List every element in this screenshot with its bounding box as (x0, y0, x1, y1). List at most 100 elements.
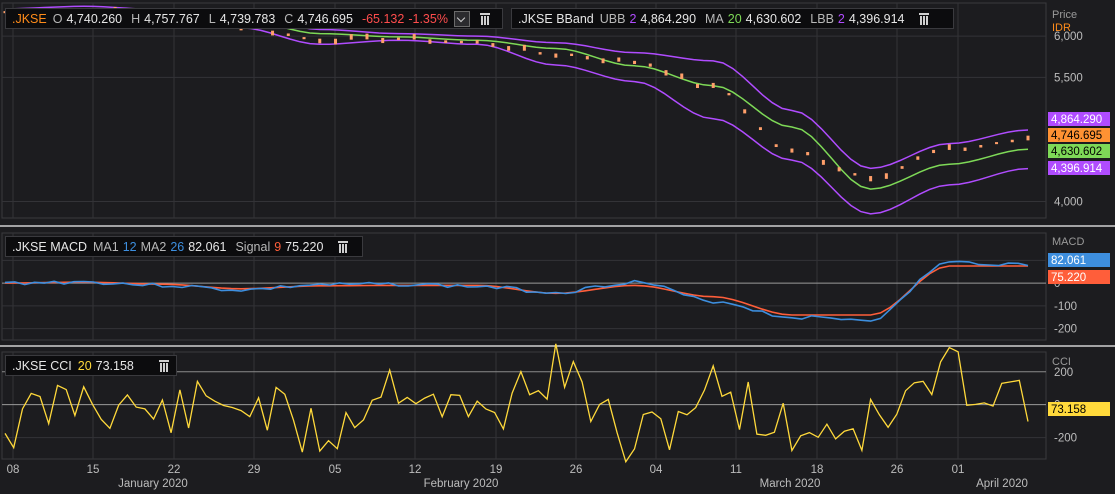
currency-label: IDR (1052, 22, 1071, 34)
close-key: C (284, 11, 294, 26)
cci-panel-frame (1, 351, 1047, 460)
ubb-tag: 4,864.290 (1051, 114, 1102, 126)
x-tick-label: 22 (168, 464, 181, 476)
signal-tag: 75.220 (1051, 272, 1086, 284)
x-tick-label: 04 (650, 464, 663, 476)
lbb-tag-bg (1048, 161, 1110, 175)
price-candle (507, 46, 511, 51)
high-key: H (131, 11, 141, 26)
series-line-ubb (4, 5, 1029, 170)
price-candle (790, 148, 794, 153)
price-candle (648, 63, 652, 67)
chevron-down-icon[interactable] (453, 10, 470, 27)
close-tag-bg (1048, 128, 1110, 142)
trash-icon[interactable] (336, 240, 350, 254)
series-line-signal (4, 265, 1028, 316)
signal-key: Signal (235, 239, 271, 254)
signal-param: 9 (274, 239, 282, 254)
open-value: 4,740.260 (66, 11, 123, 26)
series-line-macd (4, 260, 1029, 322)
low-value: 4,739.783 (219, 11, 276, 26)
high-value: 4,757.767 (144, 11, 200, 26)
y-tick-label: 0 (1054, 278, 1060, 290)
symbol-label[interactable]: .JKSE (12, 11, 47, 26)
cci-value: 73.158 (95, 358, 134, 373)
price-candle (916, 156, 920, 160)
cci-tag: 73.158 (1051, 404, 1086, 416)
price-candle (932, 149, 936, 154)
price-candle (884, 173, 888, 179)
ma1-param: 12 (122, 239, 137, 254)
price-candle (1010, 139, 1014, 143)
x-tick-label: 26 (570, 464, 583, 476)
open-key: O (52, 11, 63, 26)
cci-legend: .JKSE CCI 20 73.158 (5, 355, 177, 376)
series-line-cci (4, 343, 1029, 464)
close-tag: 4,746.695 (1051, 130, 1102, 142)
price-candle (286, 33, 290, 36)
macd-axis-title: MACD (1052, 236, 1085, 248)
price-candle (365, 33, 369, 40)
ubb-param: 2 (629, 11, 637, 26)
price-candle (727, 93, 731, 96)
y-tick-label: 6,000 (1054, 31, 1083, 43)
ma2-key: MA2 (140, 239, 167, 254)
price-candle (806, 152, 810, 156)
macd-label[interactable]: .JKSE MACD (12, 239, 88, 254)
price-candle (554, 53, 558, 58)
price-candle (585, 56, 589, 60)
price-candle (491, 43, 495, 47)
ma-param: 20 (727, 11, 742, 26)
ma1-key: MA1 (93, 239, 119, 254)
price-candle (396, 37, 400, 41)
ma-tag: 4,630.602 (1051, 146, 1102, 158)
bband-legend: .JKSE BBand UBB 2 4,864.290 MA 20 4,630.… (511, 8, 954, 29)
bband-label[interactable]: .JKSE BBand (518, 11, 594, 26)
y-tick-label: -200 (1054, 324, 1077, 336)
x-tick-label: 19 (490, 464, 503, 476)
price-candle (617, 57, 621, 62)
close-value: 4,746.695 (297, 11, 353, 26)
price-legend: .JKSE O 4,740.260 H 4,757.767 L 4,739.78… (5, 8, 503, 29)
price-candle (538, 52, 542, 55)
trash-icon[interactable] (478, 12, 492, 26)
x-tick-label: 08 (7, 464, 20, 476)
y-tick-label: 4,000 (1054, 196, 1083, 208)
price-candle (475, 40, 479, 44)
x-tick-label: 29 (248, 464, 261, 476)
cci-param: 20 (77, 358, 92, 373)
low-key: L (208, 11, 216, 26)
price-candle (318, 38, 322, 44)
cci-label[interactable]: .JKSE CCI (12, 358, 72, 373)
x-tick-label: 11 (730, 464, 742, 476)
x-tick-label: 18 (811, 464, 824, 476)
price-candle (743, 109, 747, 114)
x-month-label: March 2020 (760, 478, 821, 490)
trash-icon[interactable] (157, 359, 170, 373)
price-candle (428, 39, 432, 44)
price-candle (979, 145, 983, 148)
signal-value: 75.220 (285, 239, 324, 254)
price-panel-frame (1, 2, 1047, 219)
price-candle (963, 147, 967, 151)
cci-tag-bg (1048, 402, 1110, 416)
price-candle (444, 40, 448, 43)
price-candle (601, 58, 605, 64)
price-candle (1026, 135, 1030, 141)
price-candle (349, 34, 353, 40)
trash-icon[interactable] (917, 12, 931, 26)
ma-tag-bg (1048, 144, 1110, 158)
macd-tag: 82.061 (1051, 255, 1086, 267)
price-candle (271, 30, 275, 36)
price-candle (633, 60, 637, 65)
price-candle (711, 82, 715, 88)
change-value: -65.132 (361, 11, 405, 26)
price-candle (869, 176, 873, 182)
price-candle (664, 70, 668, 76)
series-line-lbb (4, 11, 1029, 215)
price-candle (821, 159, 825, 165)
x-month-label: February 2020 (424, 478, 499, 490)
lbb-key: LBB (810, 11, 834, 26)
price-candle (900, 166, 904, 169)
